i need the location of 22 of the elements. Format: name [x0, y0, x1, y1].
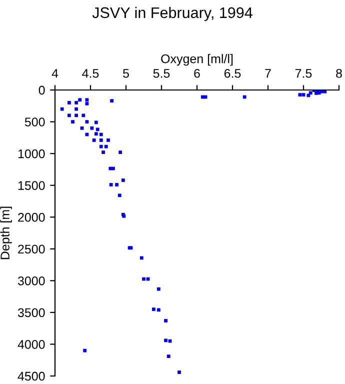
chart-title: JSVY in February, 1994	[92, 6, 252, 22]
y-tick-label: 1000	[18, 149, 45, 158]
y-tick-label: 3000	[18, 276, 45, 286]
x-tick-label: 5	[123, 69, 129, 78]
y-axis-title: Depth [m]	[0, 206, 12, 260]
y-tick-label: 3500	[18, 308, 45, 318]
x-tick-label: 7	[265, 69, 271, 78]
x-axis-title: Oxygen [ml/l]	[161, 54, 233, 66]
y-tick-label: 2500	[18, 244, 45, 254]
y-tick-label: 500	[24, 118, 45, 126]
x-tick-label: 6.5	[224, 68, 241, 78]
x-tick-label: 5.5	[153, 69, 170, 78]
y-tick-label: 2000	[18, 212, 45, 222]
x-tick-label: 7.5	[295, 69, 312, 78]
x-tick-label: 8	[336, 68, 342, 78]
x-tick-label: 6	[194, 68, 200, 78]
y-tick-label: 4500	[18, 372, 45, 381]
y-tick-label: 4000	[18, 340, 45, 349]
x-tick-label: 4	[52, 69, 58, 78]
y-tick-label: 1500	[18, 181, 45, 190]
x-tick-label: 4.5	[82, 69, 99, 78]
y-tick-label: 0	[38, 86, 45, 95]
